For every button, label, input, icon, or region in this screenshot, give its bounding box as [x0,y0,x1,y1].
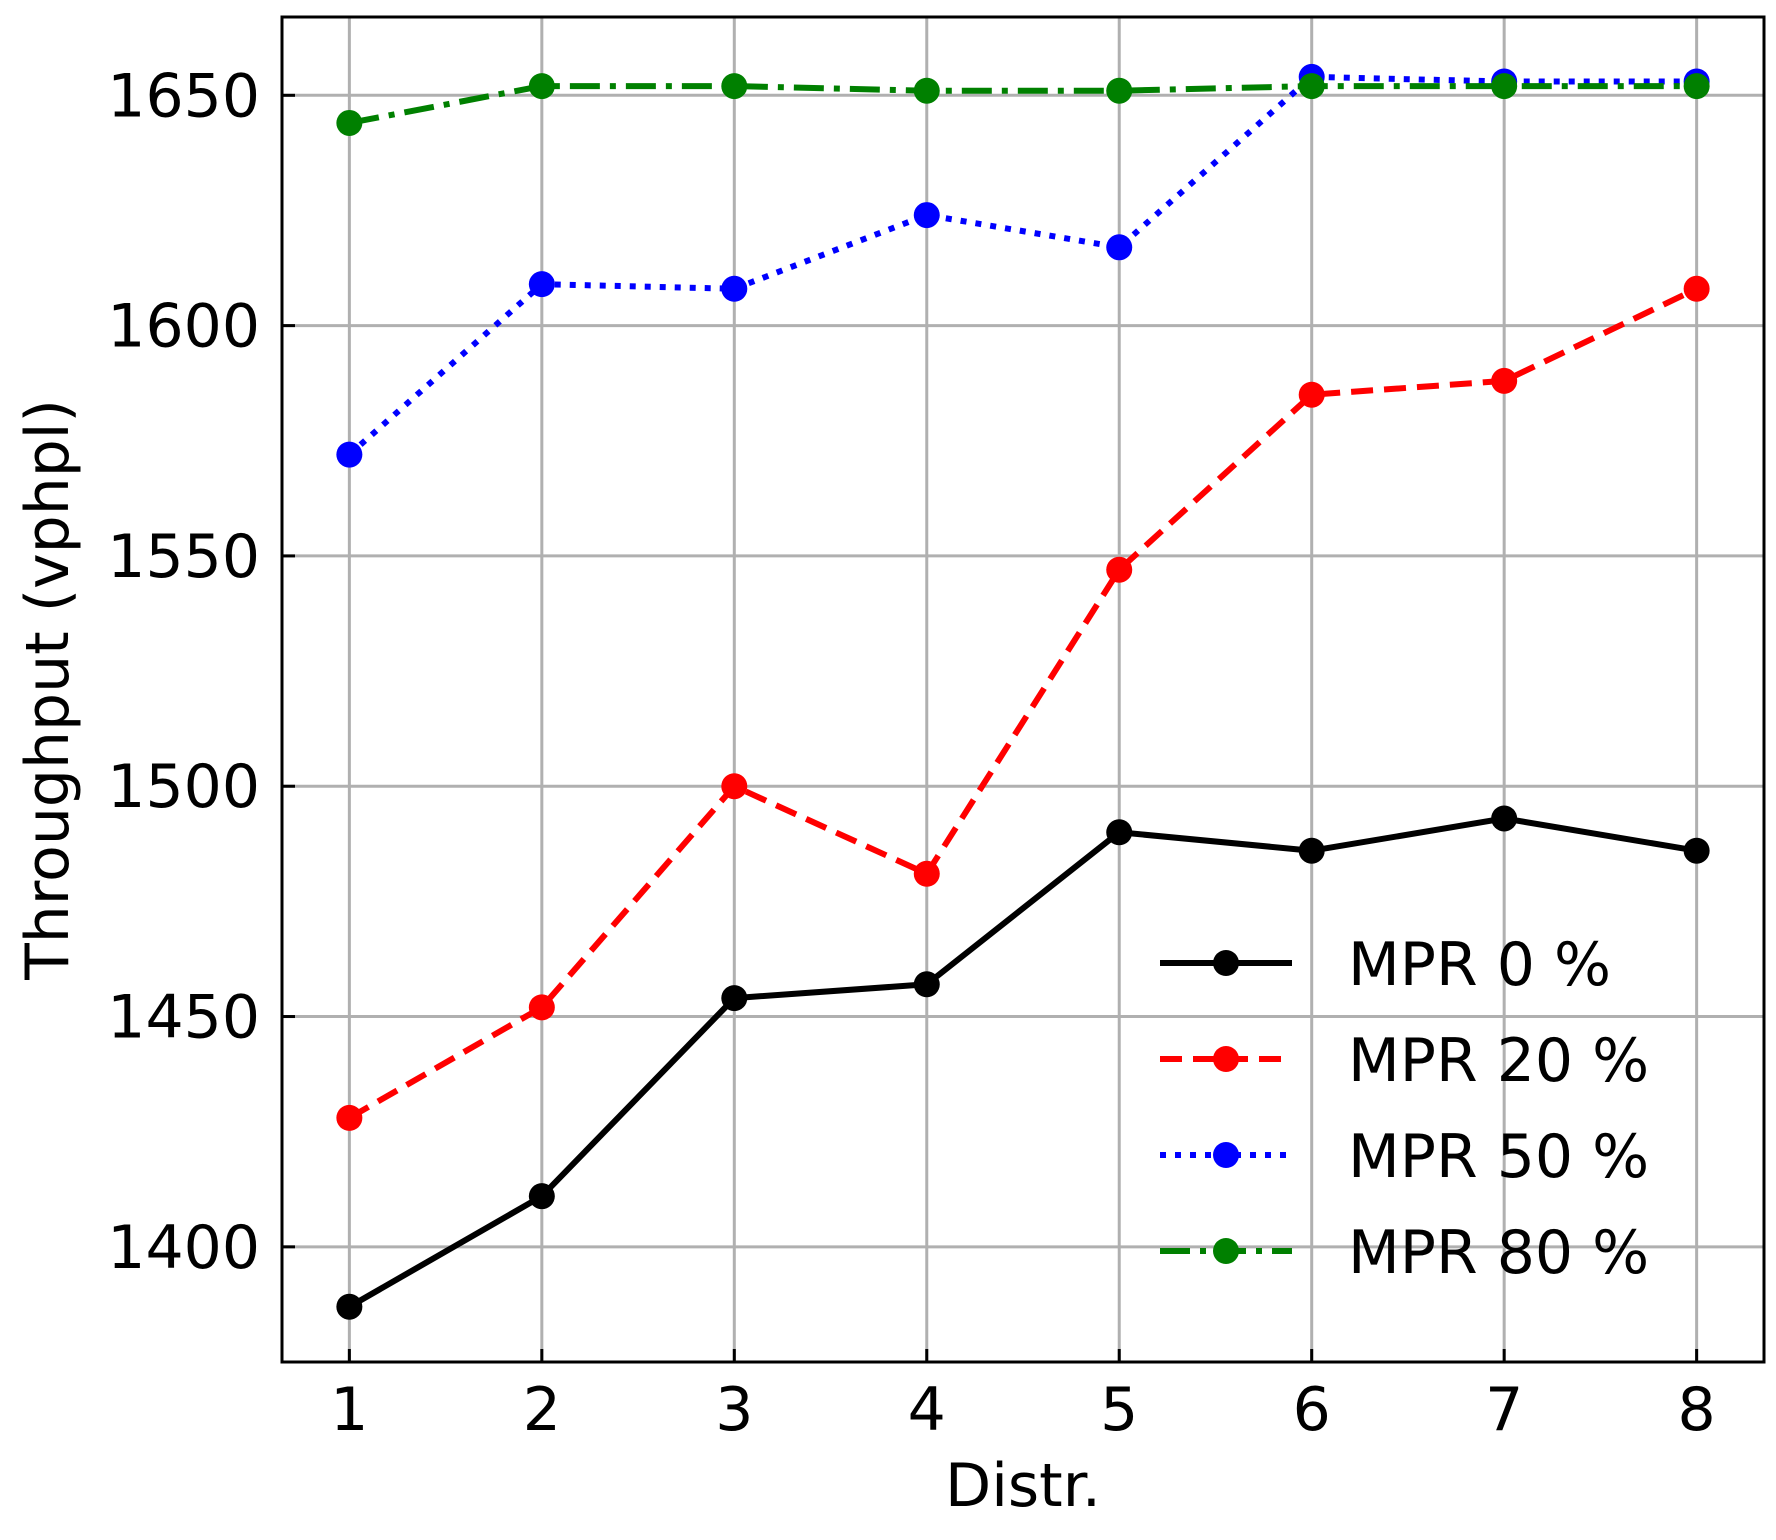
legend-marker [1213,1142,1239,1168]
x-tick-label: 3 [715,1375,753,1445]
legend-label: MPR 80 % [1348,1218,1649,1288]
grid [282,17,1764,1362]
data-point [528,994,555,1021]
data-point [1106,819,1133,846]
y-tick-label: 1450 [107,983,260,1053]
data-point [1491,73,1518,100]
axis-ticks: 1 2 3 4 5 6 7 8 1400 1450 1500 1550 1600 1650 [107,61,1715,1445]
data-point [336,109,363,136]
data-point [913,860,940,887]
x-tick-label: 5 [1100,1375,1138,1445]
data-point [1683,73,1710,100]
legend-marker [1213,950,1239,976]
legend-label: MPR 0 % [1348,930,1611,1000]
data-point [1106,556,1133,583]
data-point [721,773,748,800]
data-point [528,271,555,298]
series-2 [336,275,1710,1131]
y-tick-label: 1400 [107,1213,260,1283]
series-1 [336,805,1710,1320]
data-point [336,1104,363,1131]
x-tick-label: 2 [523,1375,561,1445]
x-tick-label: 1 [330,1375,368,1445]
legend-marker [1213,1238,1239,1264]
y-tick-label: 1550 [107,522,260,592]
series-line [348,83,1697,126]
y-tick-label: 1650 [107,61,260,131]
legend-marker [1213,1046,1239,1072]
series-line [347,73,1697,457]
x-tick-label: 6 [1293,1375,1331,1445]
legend-label: MPR 50 % [1348,1122,1649,1192]
x-tick-label: 8 [1678,1375,1716,1445]
data-point [528,1183,555,1210]
data-point [1491,367,1518,394]
data-point [528,73,555,100]
y-tick-label: 1500 [107,752,260,822]
data-point [913,77,940,104]
x-axis-label: Distr. [945,1451,1101,1521]
data-point [721,275,748,302]
series-4 [336,73,1710,136]
legend-item: MPR 20 % [1160,1026,1649,1096]
x-tick-label: 4 [908,1375,946,1445]
data-point [336,441,363,468]
data-point [1683,275,1710,302]
data-point [1491,805,1518,832]
series-line [347,815,1698,1310]
series-group [336,63,1710,1320]
data-point [1106,77,1133,104]
data-point [1298,837,1325,864]
legend: MPR 0 % MPR 20 % MPR 50 % MPR 80 % [1160,930,1649,1288]
y-tick-label: 1600 [107,292,260,362]
x-tick-label: 7 [1485,1375,1523,1445]
data-point [721,73,748,100]
data-point [913,202,940,229]
data-point [1298,381,1325,408]
plot-area-frame [280,15,1766,1364]
data-point [1106,234,1133,261]
data-point [1298,73,1325,100]
legend-label: MPR 20 % [1348,1026,1649,1096]
y-axis-label: Throughput (vphpl) [13,399,83,981]
data-point [721,985,748,1012]
data-point [913,971,940,998]
data-point [1683,837,1710,864]
legend-item: MPR 80 % [1160,1218,1649,1288]
legend-item: MPR 50 % [1160,1122,1649,1192]
series-line [347,286,1698,1121]
data-point [336,1293,363,1320]
legend-item: MPR 0 % [1160,930,1611,1000]
